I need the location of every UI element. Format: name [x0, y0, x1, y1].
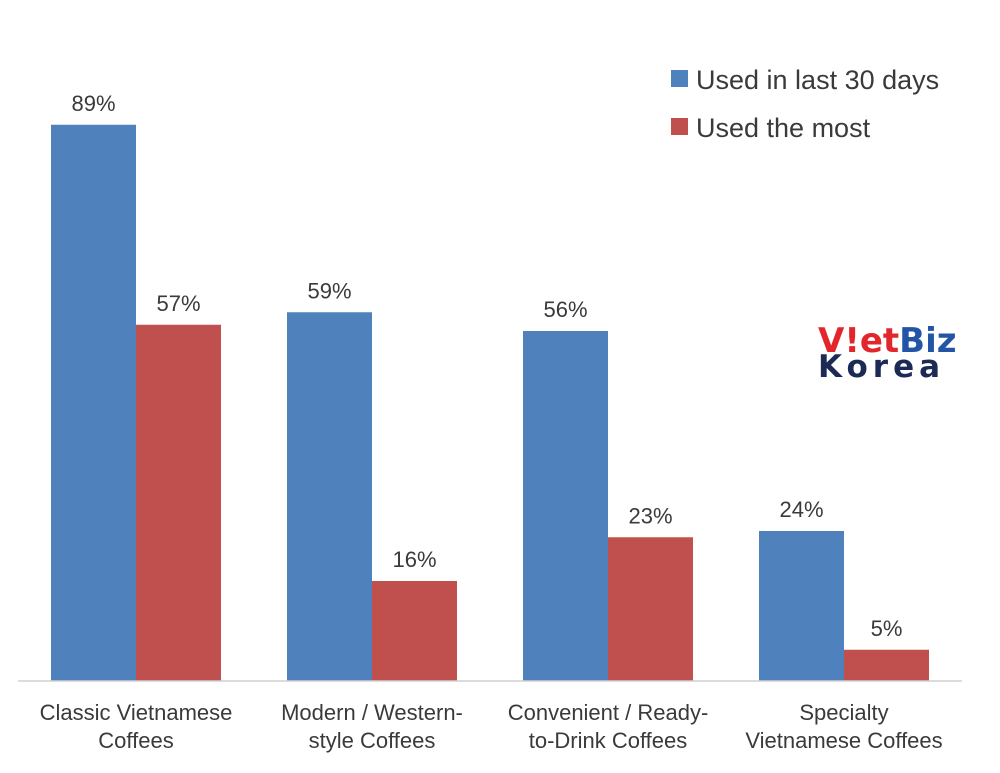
bar-used-the-most-classic-vietnamese-coffees: [136, 324, 221, 681]
logo-top-text: V!etBiz: [818, 321, 957, 361]
data-label-used-in-last-30-days-convenient-ready-to-drink-coffees: 56%: [543, 297, 587, 322]
x-tick-label-classic-vietnamese-coffees: Classic Vietnamese Coffees: [40, 700, 233, 753]
legend-label-used-the-most: Used the most: [696, 113, 871, 143]
bar-used-the-most-specialty-vietnamese-coffees: [844, 649, 929, 681]
x-tick-label-modern-western-style-coffees: Modern / Western-style Coffees: [281, 700, 463, 753]
data-label-used-the-most-specialty-vietnamese-coffees: 5%: [871, 616, 903, 641]
legend-swatch-used-last-30-days: [671, 70, 688, 87]
data-label-used-the-most-classic-vietnamese-coffees: 57%: [156, 291, 200, 316]
legend: Used in last 30 days Used the most: [671, 65, 939, 143]
bar-used-in-last-30-days-specialty-vietnamese-coffees: [759, 531, 844, 681]
legend-label-used-last-30-days: Used in last 30 days: [696, 65, 939, 95]
bar-used-in-last-30-days-convenient-ready-to-drink-coffees: [523, 331, 608, 681]
bar-used-in-last-30-days-classic-vietnamese-coffees: [51, 124, 136, 681]
vietbiz-korea-logo: V!etBiz Korea: [818, 321, 957, 385]
data-label-used-the-most-convenient-ready-to-drink-coffees: 23%: [628, 503, 672, 528]
legend-swatch-used-the-most: [671, 118, 688, 135]
bar-used-in-last-30-days-modern-western-style-coffees: [287, 312, 372, 681]
bars-layer: [51, 124, 929, 681]
data-label-used-the-most-modern-western-style-coffees: 16%: [392, 547, 436, 572]
x-tick-label-convenient-ready-to-drink-coffees: Convenient / Ready-to-Drink Coffees: [508, 700, 709, 753]
bar-used-the-most-modern-western-style-coffees: [372, 581, 457, 681]
logo-bottom-text: Korea: [818, 349, 945, 385]
x-tick-labels-layer: Classic Vietnamese Coffees Modern / Wester…: [40, 700, 943, 753]
data-label-used-in-last-30-days-specialty-vietnamese-coffees: 24%: [779, 497, 823, 522]
bar-used-the-most-convenient-ready-to-drink-coffees: [608, 537, 693, 681]
x-tick-label-specialty-vietnamese-coffees: Specialty Vietnamese Coffees: [745, 700, 942, 753]
data-label-used-in-last-30-days-modern-western-style-coffees: 59%: [307, 278, 351, 303]
data-labels-layer: 89% 57% 59% 16% 56% 23% 24% 5%: [71, 91, 902, 641]
data-label-used-in-last-30-days-classic-vietnamese-coffees: 89%: [71, 91, 115, 116]
